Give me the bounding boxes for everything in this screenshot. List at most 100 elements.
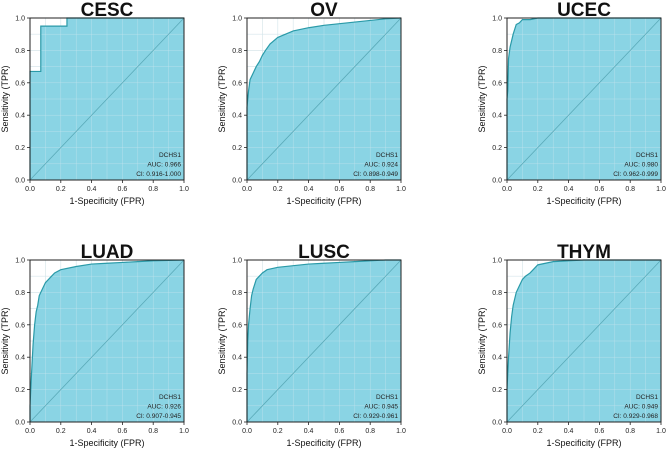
- y-tick-label: 0.6: [492, 80, 502, 87]
- x-tick-label: 0.0: [502, 186, 512, 193]
- chart-title: THYM: [557, 242, 611, 263]
- y-tick-label: 0.2: [492, 387, 502, 394]
- legend-ci: CI: 0.898-0.949: [353, 171, 398, 178]
- chart-title: OV: [310, 0, 338, 21]
- legend-auc: AUC: 0.926: [147, 404, 181, 411]
- roc-curve-line: [246, 17, 402, 180]
- y-tick-label: 0.4: [232, 355, 242, 362]
- x-tick-label: 0.0: [242, 428, 252, 435]
- y-axis-label: Sensitivity (TPR): [0, 65, 10, 132]
- y-tick-label: 1.0: [232, 16, 242, 23]
- plot-frame: [246, 259, 402, 423]
- y-axis-label: Sensitivity (TPR): [477, 307, 487, 374]
- x-tick-label: 0.6: [118, 186, 128, 193]
- x-axis-label: 1-Specificity (FPR): [546, 438, 621, 448]
- y-tick-label: 0.6: [232, 322, 242, 329]
- x-tick-label: 0.8: [625, 428, 635, 435]
- x-tick-label: 0.6: [335, 428, 345, 435]
- y-tick-label: 0.8: [492, 290, 502, 297]
- x-tick-label: 0.8: [365, 186, 375, 193]
- y-tick-label: 0.0: [232, 178, 242, 185]
- plot-frame: [246, 17, 402, 181]
- diagonal-reference-line: [29, 17, 185, 181]
- y-tick-label: 0.8: [15, 290, 25, 297]
- x-tick-label: 1.0: [179, 186, 189, 193]
- legend-auc: AUC: 0.949: [624, 404, 658, 411]
- x-tick-label: 0.2: [56, 186, 66, 193]
- legend-gene-name: DCHS1: [636, 394, 658, 401]
- plot-frame: [29, 17, 185, 181]
- x-tick-label: 0.2: [273, 428, 283, 435]
- diagonal-reference-line: [506, 259, 662, 423]
- roc-panel-luad: LUAD 0.0 0.2 0.4 0.6 0.8 1.0 0.0 0.2 0.4 0.6 0.8 1.0…: [0, 242, 189, 448]
- x-tick-label: 0.6: [335, 186, 345, 193]
- y-tick-label: 0.0: [492, 420, 502, 427]
- x-tick-label: 1.0: [179, 428, 189, 435]
- x-axis-label: 1-Specificity (FPR): [546, 196, 621, 206]
- x-tick-label: 0.4: [564, 186, 574, 193]
- x-tick-label: 0.0: [25, 186, 35, 193]
- y-tick-label: 0.6: [492, 322, 502, 329]
- y-tick-label: 0.6: [232, 80, 242, 87]
- legend-auc: AUC: 0.945: [364, 404, 398, 411]
- y-axis-label: Sensitivity (TPR): [217, 307, 227, 374]
- plot-frame: [29, 259, 185, 423]
- x-tick-label: 0.8: [148, 186, 158, 193]
- roc-panel-lusc: LUSC 0.0 0.2 0.4 0.6 0.8 1.0 0.0 0.2 0.4 0.6 0.8 1.0…: [217, 242, 406, 448]
- x-tick-label: 0.2: [533, 428, 543, 435]
- legend-auc: AUC: 0.924: [364, 162, 398, 169]
- x-tick-label: 0.8: [625, 186, 635, 193]
- roc-curve-line: [246, 259, 401, 422]
- roc-curve-line: [29, 259, 185, 422]
- x-tick-label: 0.8: [148, 428, 158, 435]
- x-tick-label: 0.4: [87, 428, 97, 435]
- legend-ci: CI: 0.929-0.968: [613, 413, 658, 420]
- x-tick-label: 1.0: [396, 428, 406, 435]
- y-tick-label: 0.8: [232, 290, 242, 297]
- y-tick-label: 1.0: [492, 258, 502, 265]
- legend-gene-name: DCHS1: [159, 152, 181, 159]
- legend-gene-name: DCHS1: [159, 394, 181, 401]
- x-axis-label: 1-Specificity (FPR): [286, 438, 361, 448]
- legend-ci: CI: 0.916-1.000: [136, 171, 181, 178]
- x-tick-label: 0.4: [304, 186, 314, 193]
- y-tick-label: 0.4: [492, 355, 502, 362]
- y-tick-label: 0.4: [232, 113, 242, 120]
- y-tick-label: 0.2: [15, 145, 25, 152]
- x-tick-label: 0.6: [118, 428, 128, 435]
- legend-auc: AUC: 0.966: [147, 162, 181, 169]
- plot-frame: [506, 17, 662, 181]
- y-tick-label: 0.6: [15, 80, 25, 87]
- legend-auc: AUC: 0.980: [624, 162, 658, 169]
- roc-curve-line: [506, 259, 661, 422]
- y-tick-label: 0.2: [232, 387, 242, 394]
- y-tick-label: 1.0: [15, 258, 25, 265]
- y-tick-label: 0.8: [15, 48, 25, 55]
- legend-ci: CI: 0.907-0.945: [136, 413, 181, 420]
- diagonal-reference-line: [246, 259, 402, 423]
- y-tick-label: 1.0: [232, 258, 242, 265]
- chart-title: CESC: [81, 0, 134, 21]
- x-axis-label: 1-Specificity (FPR): [286, 196, 361, 206]
- y-tick-label: 0.0: [15, 178, 25, 185]
- y-tick-label: 0.0: [15, 420, 25, 427]
- y-tick-label: 1.0: [15, 16, 25, 23]
- diagonal-reference-line: [29, 259, 185, 423]
- y-tick-label: 0.0: [232, 420, 242, 427]
- y-tick-label: 0.4: [492, 113, 502, 120]
- x-tick-label: 0.6: [595, 186, 605, 193]
- y-axis-label: Sensitivity (TPR): [0, 307, 10, 374]
- legend-ci: CI: 0.929-0.961: [353, 413, 398, 420]
- chart-title: LUAD: [81, 242, 134, 263]
- y-tick-label: 0.2: [15, 387, 25, 394]
- y-tick-label: 0.2: [232, 145, 242, 152]
- roc-panel-cesc: CESC 0.0 0.2 0.4 0.6 0.8 1.0 0.0 0.2 0.4 0.6 0.8 1.0…: [0, 0, 189, 206]
- x-tick-label: 0.6: [595, 428, 605, 435]
- x-tick-label: 0.0: [242, 186, 252, 193]
- chart-title: UCEC: [557, 0, 611, 21]
- x-tick-label: 0.8: [365, 428, 375, 435]
- x-tick-label: 1.0: [656, 186, 666, 193]
- roc-panel-thym: THYM 0.0 0.2 0.4 0.6 0.8 1.0 0.0 0.2 0.4 0.6 0.8 1.0…: [477, 242, 666, 448]
- x-tick-label: 0.4: [304, 428, 314, 435]
- y-tick-label: 1.0: [492, 16, 502, 23]
